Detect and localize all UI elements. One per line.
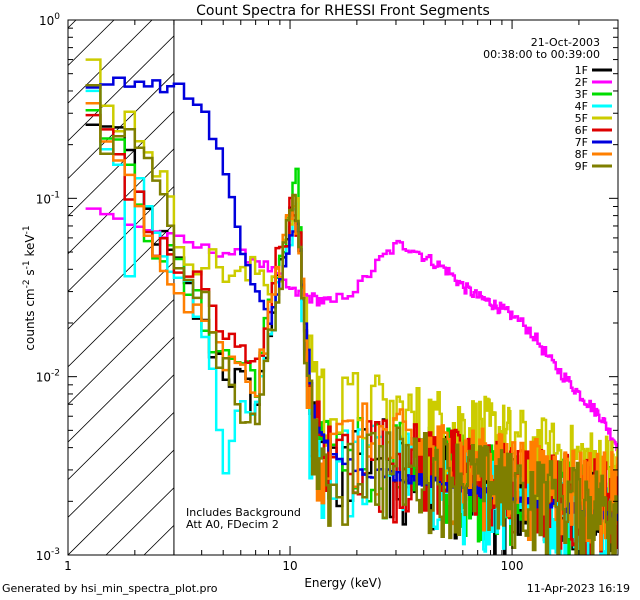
hatch-line bbox=[68, 73, 174, 180]
hatch-line bbox=[68, 20, 77, 29]
hatch-line bbox=[68, 110, 174, 217]
series-layer bbox=[85, 58, 618, 555]
y-tick-labels: 10-3 10-2 10-1 100 bbox=[36, 12, 61, 563]
legend-label-4F: 4F bbox=[575, 100, 588, 113]
series-line-9F bbox=[85, 83, 618, 555]
hatch-line bbox=[68, 185, 174, 293]
axis-ticks bbox=[67, 19, 619, 556]
chart-title: Count Spectra for RHESSI Front Segments bbox=[196, 3, 490, 19]
plot-frame bbox=[67, 19, 619, 556]
x-tick-label: 10 bbox=[282, 559, 297, 573]
x-tick-label: 100 bbox=[501, 559, 524, 573]
hatch-line bbox=[0, 20, 38, 555]
legend-label-5F: 5F bbox=[575, 112, 588, 125]
x-axis-label: Energy (keV) bbox=[304, 576, 381, 590]
y-axis-label: counts cm-2 s-1 keV-1 bbox=[22, 225, 37, 350]
date-label: 21-Oct-2003 bbox=[531, 36, 600, 49]
y-tick-label: 100 bbox=[39, 12, 60, 28]
footer-timestamp: 11-Apr-2023 16:19 bbox=[526, 582, 630, 595]
legend-label-9F: 9F bbox=[575, 160, 588, 173]
x-tick-label: 1 bbox=[64, 559, 72, 573]
time-range-label: 00:38:00 to 00:39:00 bbox=[483, 48, 600, 61]
series-line-2F bbox=[85, 207, 618, 454]
y-tick-label: 10-2 bbox=[36, 369, 60, 385]
legend-label-3F: 3F bbox=[575, 88, 588, 101]
hatch-line bbox=[68, 20, 115, 67]
legend-label-7F: 7F bbox=[575, 136, 588, 149]
hatch-line bbox=[68, 261, 174, 368]
hatch-line bbox=[68, 449, 174, 555]
legend-label-8F: 8F bbox=[575, 148, 588, 161]
footer-generated-by: Generated by hsi_min_spectra_plot.pro bbox=[2, 582, 218, 595]
hatch-line bbox=[68, 374, 174, 481]
hatch-line bbox=[68, 148, 174, 255]
legend-label-1F: 1F bbox=[575, 64, 588, 77]
hatch-line bbox=[68, 411, 174, 518]
y-tick-label: 10-1 bbox=[36, 190, 60, 206]
x-tick-labels: 1 10 100 bbox=[64, 559, 523, 573]
legend-label-6F: 6F bbox=[575, 124, 588, 137]
annotation-background: Includes Background bbox=[186, 506, 301, 519]
y-tick-label: 10-3 bbox=[36, 547, 60, 563]
hatch-line bbox=[68, 223, 174, 330]
legend-label-2F: 2F bbox=[575, 76, 588, 89]
annotation-attenuator: Att A0, FDecim 2 bbox=[186, 518, 279, 531]
